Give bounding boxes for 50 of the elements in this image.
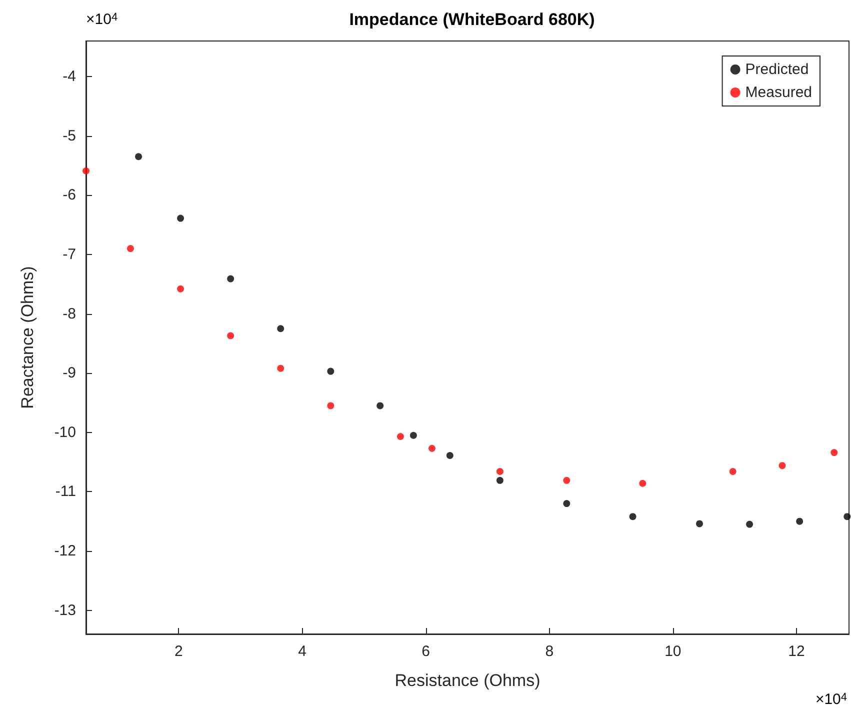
y-tick-label: -13	[54, 602, 76, 619]
point	[563, 476, 570, 484]
y-axis-title: Reactance (Ohms)	[18, 266, 37, 409]
point	[396, 433, 404, 440]
point	[277, 325, 284, 332]
point	[376, 402, 384, 410]
y-tick-label: -5	[62, 127, 76, 144]
point	[135, 153, 142, 160]
point	[277, 364, 284, 372]
x-tick-label: 4	[298, 643, 306, 660]
y-tick-label: -11	[55, 483, 76, 500]
point	[696, 520, 703, 528]
point	[126, 245, 134, 252]
x-tick-label: 10	[664, 643, 682, 660]
point	[778, 462, 786, 470]
point	[844, 513, 851, 520]
point	[410, 432, 417, 439]
y-tick-label: -4	[62, 68, 76, 86]
x-tick-label: 6	[422, 643, 430, 660]
point	[82, 167, 90, 174]
point	[177, 285, 184, 292]
point	[327, 368, 334, 375]
point	[796, 518, 804, 525]
point	[227, 332, 234, 340]
x-tick-label: 8	[545, 643, 554, 660]
point	[496, 468, 504, 476]
legend-label: Predicted	[745, 61, 809, 78]
point	[563, 500, 570, 508]
point	[629, 513, 636, 520]
y-tick-label: -7	[62, 246, 76, 263]
point	[639, 480, 646, 487]
point	[729, 468, 736, 476]
point	[227, 275, 234, 282]
y-tick-label: -9	[62, 364, 76, 382]
point	[496, 476, 504, 484]
point	[446, 452, 454, 460]
y-tick-label: -12	[54, 542, 76, 560]
y-tick-label: -6	[62, 186, 76, 204]
point	[177, 214, 184, 222]
point	[327, 402, 334, 410]
chart-title: Impedance (WhiteBoard 680K)	[349, 10, 595, 29]
point	[746, 520, 754, 528]
point	[830, 449, 838, 456]
x-tick-label: 2	[174, 643, 183, 660]
x-tick-label: 12	[788, 643, 805, 660]
y-tick-label: -8	[62, 305, 76, 322]
point	[428, 444, 436, 452]
x-axis-title: Resistance (Ohms)	[394, 671, 540, 690]
y-tick-label: -10	[54, 424, 76, 441]
legend-label: Measured	[745, 84, 812, 101]
